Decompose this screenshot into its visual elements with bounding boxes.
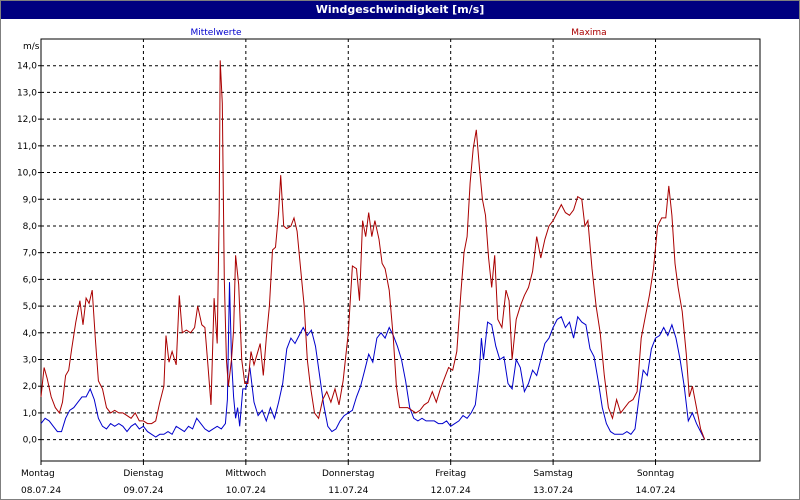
series-line-maxima bbox=[40, 60, 706, 440]
series-lines bbox=[40, 60, 706, 440]
x-tick-date: 10.07.24 bbox=[226, 486, 266, 496]
y-tick-label: 0,0 bbox=[23, 436, 38, 446]
y-tick-label: 10,0 bbox=[17, 169, 37, 179]
x-tick-date: 08.07.24 bbox=[21, 486, 61, 496]
y-tick-label: 12,0 bbox=[17, 115, 37, 125]
y-tick-label: 5,0 bbox=[23, 302, 38, 312]
x-tick-weekday: Samstag bbox=[533, 469, 572, 479]
y-tick-label: 3,0 bbox=[23, 356, 38, 366]
y-axis-unit: m/s bbox=[23, 42, 40, 52]
legend-entry-mittelwerte: Mittelwerte bbox=[190, 28, 241, 38]
x-tick-date: 13.07.24 bbox=[533, 486, 573, 496]
legend-entry-maxima: Maxima bbox=[571, 28, 606, 38]
y-tick-label: 8,0 bbox=[23, 222, 38, 232]
x-tick-weekday: Montag bbox=[21, 469, 55, 479]
plot-area bbox=[40, 38, 761, 462]
y-tick-label: 1,0 bbox=[23, 409, 38, 419]
y-tick-label: 11,0 bbox=[17, 142, 37, 152]
y-tick-label: 14,0 bbox=[17, 62, 37, 72]
x-tick-date: 09.07.24 bbox=[123, 486, 163, 496]
x-tick-weekday: Mittwoch bbox=[225, 469, 266, 479]
y-tick-label: 9,0 bbox=[23, 195, 38, 205]
y-tick-label: 2,0 bbox=[23, 382, 38, 392]
y-tick-label: 13,0 bbox=[17, 88, 37, 98]
x-tick-weekday: Donnerstag bbox=[322, 469, 375, 479]
x-tick-weekday: Freitag bbox=[435, 469, 466, 479]
y-tick-label: 7,0 bbox=[23, 249, 38, 259]
x-tick-weekday: Dienstag bbox=[123, 469, 163, 479]
x-tick-date: 11.07.24 bbox=[328, 486, 368, 496]
y-tick-label: 6,0 bbox=[23, 275, 38, 285]
axis-labels: m/s 0,0 1,0 2,0 3,0 4,0 5,0 6,0 7,0 8,0 9,0 10,0 11,… bbox=[17, 42, 676, 496]
x-tick-date: 14.07.24 bbox=[635, 486, 675, 496]
legend: Mittelwerte Maxima bbox=[190, 28, 606, 38]
x-tick-weekday: Sonntag bbox=[637, 469, 674, 479]
y-tick-label: 4,0 bbox=[23, 329, 38, 339]
series-line-mittelwerte bbox=[40, 282, 706, 440]
chart-title: Windgeschwindigkeit [m/s] bbox=[1, 1, 799, 19]
x-tick-date: 12.07.24 bbox=[431, 486, 471, 496]
